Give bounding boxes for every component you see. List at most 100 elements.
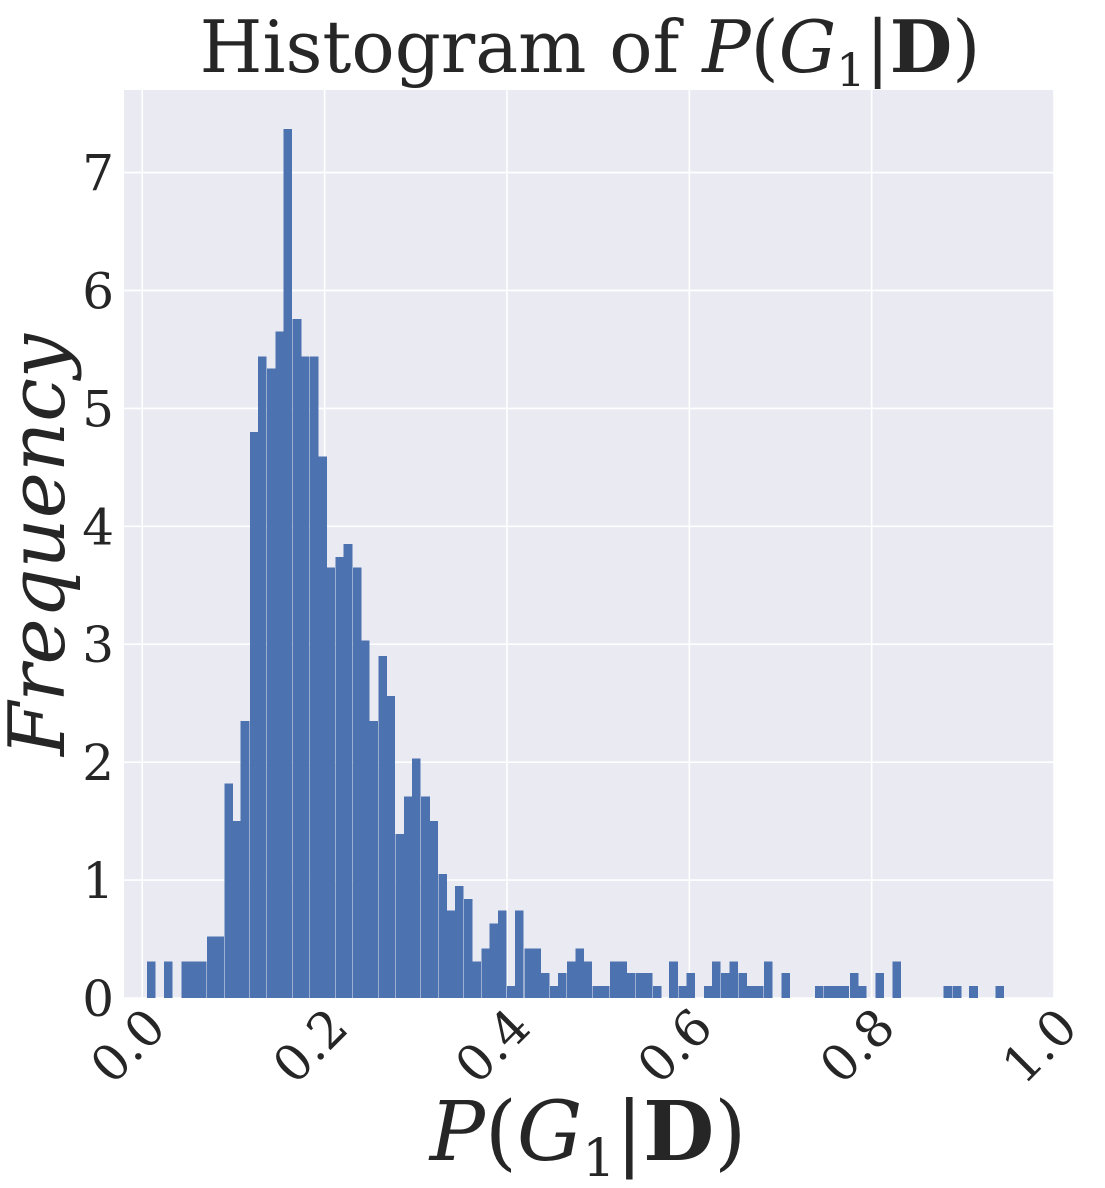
histogram-bar <box>832 986 842 998</box>
histogram-bar <box>969 986 978 998</box>
histogram-bar <box>943 986 953 998</box>
histogram-bar <box>318 456 327 998</box>
x-tick-label: 0.8 <box>809 997 906 1094</box>
histogram-bar <box>721 973 730 998</box>
histogram-bar <box>446 910 456 998</box>
histogram-bar <box>146 961 156 998</box>
histogram-bar <box>609 961 619 998</box>
y-tick-label: 7 <box>82 145 114 203</box>
histogram-bar <box>464 898 473 998</box>
y-tick-label: 0 <box>82 970 114 1028</box>
histogram-bar <box>712 961 721 998</box>
histogram-bar <box>840 986 850 998</box>
histogram-bar <box>575 948 584 998</box>
histogram-bar <box>764 961 773 998</box>
histogram-bar <box>618 961 627 998</box>
histogram-bar <box>438 874 448 998</box>
histogram-bar <box>283 128 293 998</box>
x-tick-label: 1.0 <box>991 997 1088 1094</box>
x-axis-label: P(G1|D) <box>428 1084 747 1188</box>
histogram-bar <box>267 368 276 998</box>
histogram-bar <box>164 961 173 998</box>
histogram-bar <box>781 973 790 998</box>
x-tick-labels: 0.0 0.2 0.4 0.6 0.8 1.0 <box>79 997 1088 1094</box>
histogram-bar <box>489 923 499 998</box>
histogram-bar <box>412 758 421 998</box>
histogram-bar <box>815 986 824 998</box>
histogram-bar <box>635 973 645 998</box>
histogram-bar <box>643 973 653 998</box>
histogram-bar <box>206 936 216 998</box>
histogram-bar <box>421 796 430 998</box>
histogram-bar <box>652 986 662 998</box>
histogram-bar <box>600 986 610 998</box>
histogram-bar <box>875 973 884 998</box>
histogram-bar <box>746 986 756 998</box>
histogram-bar <box>258 356 267 998</box>
histogram-bar <box>429 821 439 998</box>
histogram-bar <box>669 961 678 998</box>
histogram-bar <box>583 961 593 998</box>
histogram-bar <box>181 961 191 998</box>
histogram-bar <box>626 973 635 998</box>
histogram-bar <box>497 910 507 998</box>
histogram-bar <box>215 936 224 998</box>
histogram-bar <box>678 986 687 998</box>
histogram-bar <box>224 783 233 998</box>
histogram-bar <box>481 948 490 998</box>
histogram-bar <box>472 961 481 998</box>
histogram-bar <box>995 986 1005 998</box>
histogram-bar <box>310 356 319 998</box>
histogram-bar <box>378 656 387 998</box>
x-tick-label: 0.6 <box>627 997 724 1094</box>
histogram-bar <box>515 910 524 998</box>
x-tick-label: 0.4 <box>444 997 541 1094</box>
histogram-bar <box>454 885 464 998</box>
histogram-bar <box>395 834 405 998</box>
histogram-bar <box>369 720 378 998</box>
histogram-bar <box>189 961 199 998</box>
histogram-bar <box>754 986 764 998</box>
histogram-bar <box>335 556 345 998</box>
histogram-bar <box>403 796 413 998</box>
x-tick-label: 0.2 <box>262 997 359 1094</box>
histogram-bar <box>232 821 242 998</box>
histogram-bar <box>549 986 559 998</box>
histogram-bar <box>738 973 748 998</box>
y-axis-label: Frequency <box>0 333 83 758</box>
y-tick-label: 5 <box>82 380 114 438</box>
histogram-bar <box>703 986 713 998</box>
histogram-bar <box>824 986 833 998</box>
histogram-bars <box>146 128 1005 999</box>
histogram-bar <box>567 961 576 998</box>
histogram-bar <box>849 973 859 998</box>
y-tick-label: 3 <box>82 616 114 674</box>
histogram-bar <box>386 696 396 998</box>
histogram-bar <box>326 567 335 998</box>
histogram-bar <box>558 973 567 998</box>
histogram-bar <box>686 973 696 998</box>
histogram-bar <box>892 961 902 998</box>
histogram-bar <box>361 640 370 998</box>
histogram-bar <box>524 948 533 998</box>
histogram-bar <box>952 986 962 998</box>
histogram-bar <box>275 331 284 999</box>
histogram-bar <box>506 986 516 998</box>
histogram-bar <box>729 961 738 998</box>
histogram-bar <box>240 720 250 998</box>
chart-title: Histogram of P(G1|D) <box>200 4 981 97</box>
histogram-bar <box>532 948 542 998</box>
histogram-bar <box>540 973 550 998</box>
histogram-bar <box>857 986 867 998</box>
y-tick-label: 6 <box>82 262 114 320</box>
histogram-bar <box>292 318 302 999</box>
histogram-bar <box>352 567 362 998</box>
histogram-bar <box>197 961 207 998</box>
histogram-bar <box>343 544 353 998</box>
y-tick-labels: 0 1 2 3 4 5 6 7 <box>82 145 114 1028</box>
histogram-bar <box>300 356 310 998</box>
y-tick-label: 1 <box>82 852 114 910</box>
histogram-bar <box>249 431 259 999</box>
y-tick-label: 4 <box>82 498 114 556</box>
